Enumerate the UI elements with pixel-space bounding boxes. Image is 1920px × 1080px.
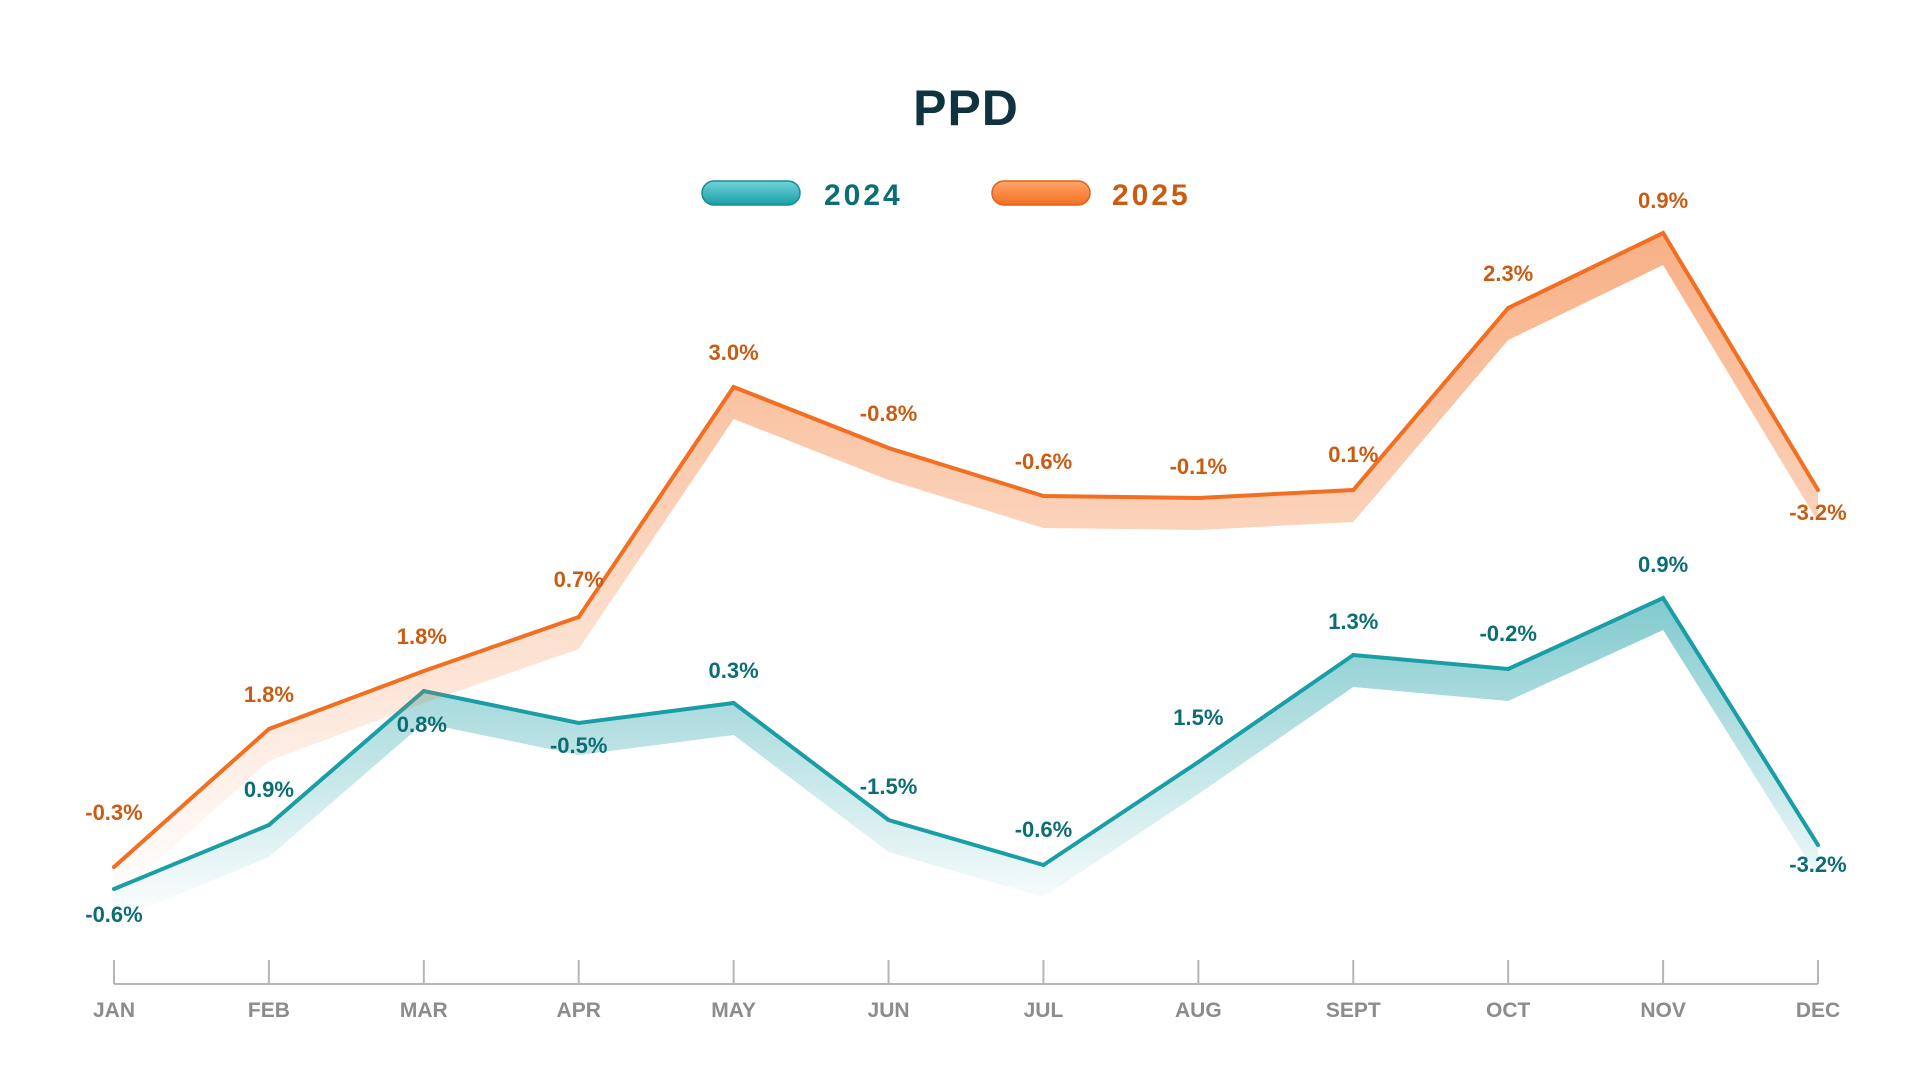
series-2024-point-may (731, 701, 736, 705)
legend: 2024 2025 (701, 179, 1191, 212)
data-label-2025-sept: 0.1% (1328, 442, 1378, 467)
data-labels: -0.6% 0.9% 0.8% -0.5% 0.3% -1.5% -0.6% 1.5% 1.3%… (85, 188, 1846, 927)
data-label-2025-aug: -0.1% (1170, 454, 1227, 479)
series-2025-point-nov (1661, 231, 1666, 235)
series-2024-point-jul (1041, 863, 1046, 867)
x-tick-label-apr: APR (557, 999, 601, 1022)
data-label-2025-dec: -3.2% (1789, 500, 1846, 525)
series-2024-glow (114, 598, 1818, 921)
data-label-2024-nov: 0.9% (1638, 552, 1688, 577)
x-tick-label-aug: AUG (1175, 999, 1222, 1022)
data-label-2024-dec: -3.2% (1789, 852, 1846, 877)
series-2024-point-sept (1351, 653, 1356, 657)
x-axis-ticks: JAN FEB MAR APR MAY JUN JUL AUG SEPT OCT NOV DEC (93, 960, 1840, 1022)
x-tick-label-jun: JUN (868, 999, 910, 1022)
series-2025-point-jun (886, 446, 891, 450)
x-tick-label-mar: MAR (400, 999, 448, 1022)
series-2024-point-nov (1661, 596, 1666, 600)
data-label-2025-apr: 0.7% (554, 567, 604, 592)
series-2025-point-apr (576, 615, 581, 619)
series-2024-point-oct (1506, 667, 1511, 671)
data-label-2024-apr: -0.5% (550, 733, 607, 758)
x-tick-label-feb: FEB (248, 999, 290, 1022)
series-2024-point-jun (886, 818, 891, 822)
data-label-2024-feb: 0.9% (244, 777, 294, 802)
data-label-2025-mar: 1.8% (397, 624, 447, 649)
series-2025-point-jan (112, 865, 116, 869)
chart-title: PPD (913, 80, 1019, 136)
data-label-2024-mar: 0.8% (397, 712, 447, 737)
x-tick-label-jul: JUL (1024, 999, 1064, 1022)
series-2024-point-aug (1196, 760, 1201, 764)
x-tick-label-nov: NOV (1640, 999, 1686, 1022)
series-2025-point-dec (1816, 488, 1820, 492)
legend-swatch-2024 (701, 180, 801, 206)
data-label-2024-jun: -1.5% (860, 774, 917, 799)
x-tick-label-jan: JAN (93, 999, 135, 1022)
legend-label-2025: 2025 (1112, 179, 1191, 212)
data-label-2025-jun: -0.8% (860, 401, 917, 426)
series-2024-point-feb (266, 823, 271, 827)
x-tick-label-sept: SEPT (1326, 999, 1381, 1022)
data-label-2025-oct: 2.3% (1483, 261, 1533, 286)
series-2024-line (113, 595, 1820, 891)
series-2025-point-jul (1041, 494, 1046, 498)
series-2025-point-oct (1506, 306, 1511, 310)
series-2024 (112, 595, 1820, 921)
data-label-2024-oct: -0.2% (1479, 621, 1536, 646)
data-label-2025-nov: 0.9% (1638, 188, 1688, 213)
x-tick-label-may: MAY (711, 999, 756, 1022)
series-2025-point-may (731, 385, 736, 389)
series-layer (112, 230, 1820, 921)
series-2025-line (112, 230, 1820, 869)
data-label-2024-jan: -0.6% (85, 902, 142, 927)
legend-label-2024: 2024 (824, 179, 903, 212)
data-label-2025-feb: 1.8% (244, 682, 294, 707)
x-tick-label-dec: DEC (1796, 999, 1840, 1022)
legend-swatch-2025 (991, 180, 1091, 206)
data-label-2024-sept: 1.3% (1328, 609, 1378, 634)
data-label-2025-jul: -0.6% (1015, 449, 1072, 474)
series-2025-point-mar (421, 669, 426, 673)
series-2025-point-feb (266, 727, 271, 731)
data-label-2025-jan: -0.3% (85, 800, 142, 825)
data-label-2024-aug: 1.5% (1173, 705, 1223, 730)
series-2024-point-apr (576, 721, 581, 725)
data-label-2025-may: 3.0% (709, 340, 759, 365)
series-2024-point-dec (1816, 843, 1820, 847)
data-label-2024-may: 0.3% (709, 658, 759, 683)
series-2025 (112, 230, 1820, 899)
series-2025-point-sept (1351, 488, 1356, 492)
x-tick-label-oct: OCT (1486, 999, 1531, 1022)
series-2025-glow (114, 233, 1818, 899)
series-2025-point-aug (1196, 496, 1201, 500)
data-label-2024-jul: -0.6% (1015, 817, 1072, 842)
